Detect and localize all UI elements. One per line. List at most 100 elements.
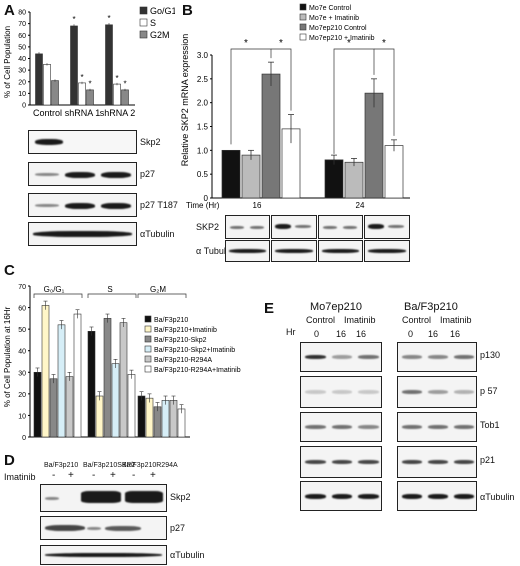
blot-b-tub-2: [271, 240, 317, 262]
y-tick-label: 70: [18, 284, 26, 291]
hour-label: 16: [336, 329, 347, 339]
legend-label: Ba/F3p210-R294A: [154, 357, 212, 364]
significance-star: *: [72, 15, 75, 24]
bar-mo7ep210-control: [261, 73, 281, 199]
significance-star: *: [115, 74, 118, 83]
bar-ba-f3p210-skp2: [153, 406, 162, 438]
chart-a-ticks: 0 10 20 30 40 50 60 70 80: [18, 10, 30, 110]
panel-label-b: B: [182, 2, 193, 19]
y-tick-label: 30: [18, 68, 26, 75]
chart-b-time-2: 24: [356, 201, 365, 210]
legend-swatch: [299, 33, 307, 41]
y-tick-label: 70: [18, 21, 26, 28]
chart-b-bars: * * * *: [221, 38, 404, 199]
blot-e-cell: [300, 342, 382, 372]
bar-mo7e-control: [324, 159, 344, 199]
legend-label: Mo7e + Imatinib: [309, 15, 359, 22]
legend-label: Go/G1: [150, 6, 175, 16]
blot-e-line-2: Ba/F3p210: [404, 301, 458, 313]
y-tick-label: 0: [204, 194, 209, 203]
hour-label: 16: [450, 329, 461, 339]
y-tick-label: 60: [18, 306, 26, 313]
blot-e-cell: [300, 412, 382, 442]
chart-c-group-2: S: [107, 285, 112, 294]
bar-mo7ep210-imatinib: [384, 145, 404, 199]
blot-b-tub-4: [364, 240, 410, 262]
hour-label: 0: [408, 329, 414, 339]
legend-swatch: [139, 6, 148, 15]
panel-label-e: E: [264, 300, 275, 317]
bar-g2m: [86, 89, 94, 106]
bar-mo7e-imatinib: [241, 154, 261, 199]
panel-label-d: D: [4, 452, 15, 469]
chart-b-ylabel: Relative SKP2 mRNA expression: [180, 34, 190, 167]
significance-star: *: [107, 14, 110, 23]
group-bracket: [87, 293, 137, 298]
bar-ba-f3p210-imatinib: [95, 395, 104, 438]
legend-swatch: [139, 30, 148, 39]
bar-ba-f3p210-r294a-imatinib: [73, 313, 82, 438]
chart-c-group-1: G₀/G₁: [44, 285, 65, 294]
blot-a-label-1: Skp2: [140, 137, 161, 147]
legend-swatch: [144, 365, 152, 373]
y-tick-label: 20: [18, 79, 26, 86]
blot-e-cond-1: Control: [306, 315, 336, 325]
y-tick-label: 0: [22, 435, 26, 442]
bar-ba-f3p210-skp2-imatinib: [57, 324, 66, 438]
panel-label-c: C: [4, 262, 15, 279]
category-label: shRNA 1: [65, 108, 101, 118]
hour-label: 0: [314, 329, 320, 339]
bar-ba-f3p210-imatinib: [145, 397, 154, 438]
legend-swatch: [144, 345, 152, 353]
legend-swatch: [144, 355, 152, 363]
imatinib-sign: -: [132, 470, 136, 481]
significance-star: *: [382, 38, 386, 49]
legend-label: Mo7e Control: [309, 5, 351, 12]
chart-c-legend: Ba/F3p210 Ba/F3p210+Imatinib Ba/F3p210-Skp…: [144, 315, 241, 374]
blot-a-p27: [28, 162, 137, 186]
blot-e-cell: [397, 412, 477, 442]
chart-b-legend: Mo7e Control Mo7e + Imatinib Mo7ep210 Cont…: [299, 3, 375, 42]
blot-e-cond-2: Imatinib: [344, 315, 376, 325]
y-tick-label: 30: [18, 370, 26, 377]
blot-e-cell: [397, 376, 477, 408]
significance-star: *: [123, 80, 126, 89]
chart-b: * * * * 00.51.01.52.02.53.0 Mo7e ControlMo7…: [180, 3, 410, 210]
significance-bracket: [333, 48, 375, 154]
chart-a-bars: * * * * * *: [35, 14, 129, 106]
bar-ba-f3p210: [33, 371, 42, 438]
significance-bracket: [374, 48, 395, 136]
imatinib-sign: -: [52, 470, 56, 481]
significance-star: *: [244, 38, 248, 49]
bar-g2m: [121, 89, 129, 106]
blot-e-cond-3: Control: [402, 315, 432, 325]
chart-c-ylabel: % of Cell Population at 16Hr: [3, 306, 12, 407]
chart-c-group-3: G₂M: [150, 285, 166, 294]
chart-a-categories: Control shRNA 1 shRNA 2: [33, 108, 135, 118]
significance-star: *: [347, 38, 351, 49]
legend-label: G2M: [150, 30, 170, 40]
bar-mo7e-control: [221, 149, 241, 199]
blot-d-line-2: Ba/F3p210SKP2: [83, 462, 136, 469]
imatinib-sign: +: [150, 470, 156, 481]
legend-label: S: [150, 18, 156, 28]
bar-ba-f3p210-skp2-imatinib: [111, 363, 120, 438]
blot-d-label-3: αTubulin: [170, 550, 205, 560]
imatinib-sign: +: [68, 470, 74, 481]
y-tick-label: 2.0: [197, 99, 209, 108]
chart-b-time-label: Time (Hr): [186, 201, 220, 210]
legend-swatch: [144, 335, 152, 343]
blot-e-hr-label: Hr: [286, 327, 296, 337]
y-tick-label: 50: [18, 44, 26, 51]
legend-swatch: [144, 315, 152, 323]
blot-e-label-2: p 57: [480, 386, 498, 396]
hour-label: 16: [428, 329, 439, 339]
bar-ba-f3p210-r294a: [169, 400, 178, 438]
legend-swatch: [139, 18, 148, 27]
y-tick-label: 40: [18, 56, 26, 63]
blot-a-p27t187: [28, 193, 137, 217]
bar-ba-f3p210-skp2: [103, 318, 112, 438]
y-tick-label: 10: [18, 413, 26, 420]
panel-label-a: A: [4, 2, 15, 19]
